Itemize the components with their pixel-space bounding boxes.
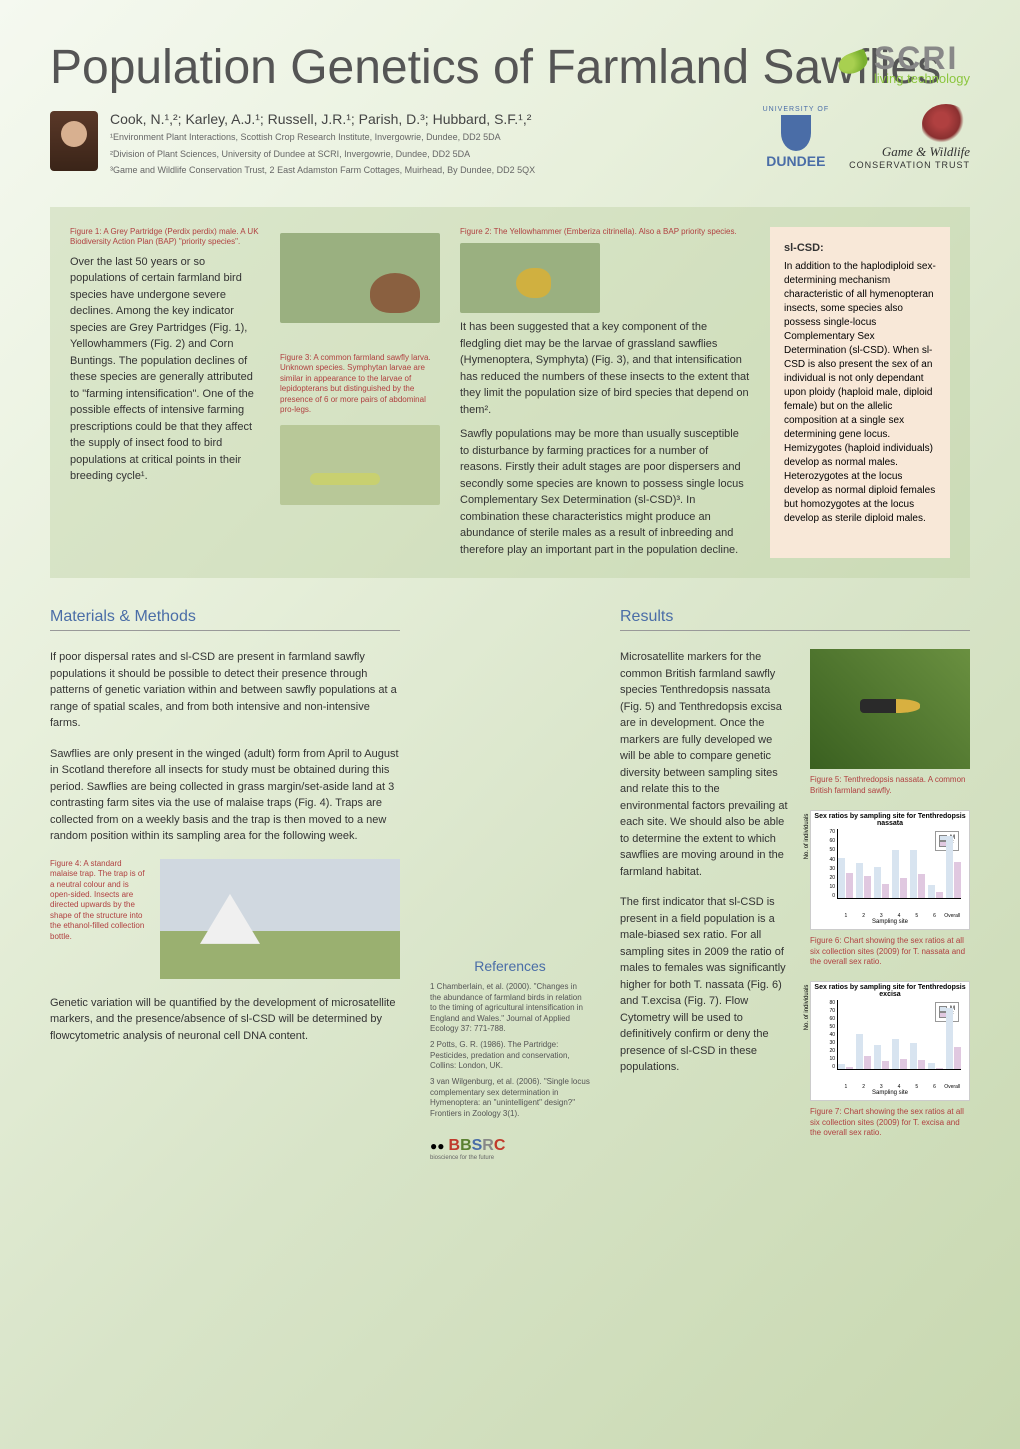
fig2-caption: Figure 2: The Yellowhammer (Emberiza cit…	[460, 227, 750, 237]
university-label: UNIVERSITY OF	[763, 106, 830, 113]
bbsrc-tagline: bioscience for the future	[430, 1155, 590, 1161]
fig2-image	[460, 243, 600, 313]
dundee-logo: DUNDEE	[763, 153, 830, 169]
fig5-image	[810, 649, 970, 769]
ref-2: 2 Potts, G. R. (1986). The Partridge: Pe…	[430, 1040, 590, 1071]
dundee-shield-icon	[781, 115, 811, 151]
intro-text-col2b: Sawfly populations may be more than usua…	[460, 426, 750, 558]
affiliation-1: ¹Environment Plant Interactions, Scottis…	[110, 131, 535, 144]
methods-p1: If poor dispersal rates and sl-CSD are p…	[50, 649, 400, 732]
slcsd-box: sl-CSD: In addition to the haplodiploid …	[770, 227, 950, 558]
intro-text-col2a: It has been suggested that a key compone…	[460, 319, 750, 418]
fig7-caption: Figure 7: Chart showing the sex ratios a…	[810, 1107, 970, 1138]
lower-content: Materials & Methods If poor dispersal ra…	[50, 578, 970, 1161]
fig1-caption: Figure 1: A Grey Partridge (Perdix perdi…	[70, 227, 260, 248]
scri-tagline: living technology	[874, 71, 970, 86]
fig4-image	[160, 859, 400, 979]
fig1-image	[280, 233, 440, 323]
bbsrc-logo: ●● BBSRC	[430, 1137, 505, 1155]
fig5-caption: Figure 5: Tenthredopsis nassata. A commo…	[810, 775, 970, 796]
slcsd-body: In addition to the haplodiploid sex-dete…	[784, 260, 936, 526]
author-photo	[50, 111, 98, 171]
results-p1: Microsatellite markers for the common Br…	[620, 649, 790, 880]
scri-leaf-icon	[835, 48, 870, 77]
fig3-image	[280, 425, 440, 505]
gwct-name: Game & Wildlife	[849, 144, 970, 160]
intro-text-col1: Over the last 50 years or so populations…	[70, 254, 260, 485]
references-heading: References	[430, 958, 590, 974]
fig7-chart: Sex ratios by sampling site for Tenthred…	[810, 981, 970, 1101]
methods-column: Materials & Methods If poor dispersal ra…	[50, 578, 400, 1161]
methods-heading: Materials & Methods	[50, 608, 400, 631]
ref-1: 1 Chamberlain, et al. (2000). "Changes i…	[430, 982, 590, 1034]
results-p2: The first indicator that sl-CSD is prese…	[620, 894, 790, 1076]
affiliation-3: ³Game and Wildlife Conservation Trust, 2…	[110, 164, 535, 177]
slcsd-title: sl-CSD:	[784, 242, 824, 254]
references-column: References 1 Chamberlain, et al. (2000).…	[430, 578, 590, 1161]
fig4-caption: Figure 4: A standard malaise trap. The t…	[50, 859, 150, 942]
intro-panel: Figure 1: A Grey Partridge (Perdix perdi…	[50, 207, 970, 578]
methods-p3: Genetic variation will be quantified by …	[50, 995, 400, 1045]
affiliation-2: ²Division of Plant Sciences, University …	[110, 148, 535, 161]
gwct-sub: CONSERVATION TRUST	[849, 160, 970, 170]
fig3-caption: Figure 3: A common farmland sawfly larva…	[280, 353, 440, 415]
results-column: Results Microsatellite markers for the c…	[620, 578, 970, 1161]
gwct-bird-icon	[922, 104, 970, 144]
logo-block: SCRI living technology UNIVERSITY OF DUN…	[690, 40, 970, 170]
ref-3: 3 van Wilgenburg, et al. (2006). "Single…	[430, 1077, 590, 1119]
results-heading: Results	[620, 608, 970, 631]
methods-p2: Sawflies are only present in the winged …	[50, 746, 400, 845]
fig6-chart: Sex ratios by sampling site for Tenthred…	[810, 810, 970, 930]
fig6-caption: Figure 6: Chart showing the sex ratios a…	[810, 936, 970, 967]
author-names: Cook, N.¹,²; Karley, A.J.¹; Russell, J.R…	[110, 111, 535, 127]
